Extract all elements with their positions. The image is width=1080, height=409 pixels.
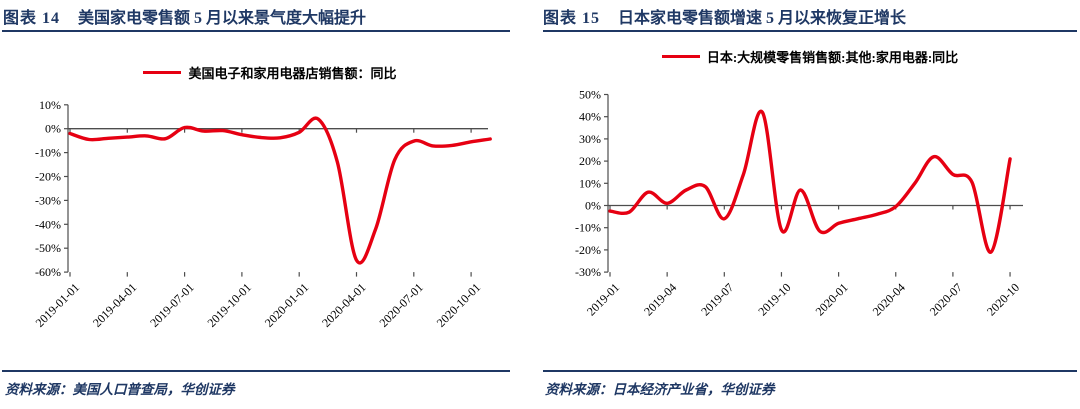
y-tick-label: -10%	[35, 146, 61, 160]
y-tick-label: 30%	[579, 132, 601, 146]
figure-14-source-text: 资料来源：美国人口普查局，华创证券	[5, 382, 235, 397]
y-tick-label: -20%	[35, 170, 61, 184]
figure-14-title: 美国家电零售额 5 月以来景气度大幅提升	[78, 10, 367, 27]
red-line-swatch-icon	[143, 71, 182, 74]
figure-15-title-rule	[543, 30, 1077, 32]
x-tick-label: 2020-04-01	[319, 280, 368, 329]
x-tick-label: 2020-07-01	[376, 280, 425, 329]
y-tick-label: -30%	[575, 265, 601, 279]
figure-14-title-rule	[2, 30, 510, 32]
figure-15-legend: 日本:大规模零售销售额:其他:家用电器:同比	[540, 47, 1080, 66]
figure-15-label: 图表 15	[543, 10, 601, 27]
y-tick-label: -10%	[575, 221, 601, 235]
x-tick-label: 2020-01	[813, 280, 851, 318]
x-tick-label: 2019-01-01	[33, 280, 82, 329]
series-line	[68, 116, 492, 265]
x-tick-label: 2019-07-01	[147, 280, 196, 329]
y-tick-label: 0%	[585, 199, 601, 213]
y-tick-label: -40%	[35, 217, 61, 231]
x-tick-label: 2019-04-01	[90, 280, 139, 329]
x-tick-label: 2019-10-01	[205, 280, 254, 329]
x-tick-label: 2019-10	[755, 280, 793, 318]
y-tick-label: -20%	[575, 243, 601, 257]
figure-15-source-rule	[543, 370, 1077, 372]
x-tick-label: 2020-10-01	[434, 280, 483, 329]
y-tick-label: 20%	[579, 154, 601, 168]
x-tick-label: 2020-04	[870, 280, 908, 318]
x-tick-label: 2020-01-01	[262, 280, 311, 329]
figure-14-label: 图表 14	[3, 10, 61, 27]
figure-14-header: 图表 14 美国家电零售额 5 月以来景气度大幅提升	[3, 4, 530, 28]
figure-15-source-text: 资料来源：日本经济产业省，华创证券	[545, 382, 775, 397]
y-tick-label: -60%	[35, 265, 61, 279]
y-tick-label: -50%	[35, 241, 61, 255]
figure-15-header: 图表 15 日本家电零售额增速 5 月以来恢复正增长	[543, 4, 1070, 28]
x-tick-label: 2020-07	[927, 280, 965, 318]
y-tick-label: 50%	[579, 88, 601, 102]
us-line-chart-svg: 10%0%-10%-20%-30%-40%-50%-60%2019-01-01 2…	[33, 98, 492, 330]
y-tick-label: 10%	[579, 176, 601, 190]
y-tick-label: 10%	[39, 98, 61, 112]
y-tick-label: 40%	[579, 110, 601, 124]
figure-14-legend: 美国电子和家用电器店销售额：同比	[0, 63, 540, 82]
figure-14-source-rule	[2, 370, 510, 372]
x-tick-label: 2019-07	[698, 280, 736, 318]
x-tick-label: 2019-04	[641, 280, 679, 318]
figure-14-legend-label: 美国电子和家用电器店销售额：同比	[188, 66, 397, 81]
y-tick-label: 0%	[45, 122, 61, 136]
red-line-swatch-icon	[661, 55, 700, 58]
series-line	[608, 109, 1012, 254]
y-tick-label: -30%	[35, 193, 61, 207]
x-tick-label: 2019-01	[584, 280, 622, 318]
japan-line-chart-svg: 50% 40% 30% 20% 10% 0% -10% -20% -30%2019-01 2019…	[575, 88, 1023, 319]
figure-15-legend-label: 日本:大规模零售销售额:其他:家用电器:同比	[706, 50, 959, 65]
figure-14-section: 图表 14 美国家电零售额 5 月以来景气度大幅提升 美国电子和家用电器店销售额：…	[0, 4, 540, 397]
figure-15-section: 图表 15 日本家电零售额增速 5 月以来恢复正增长 日本:大规模零售销售额:其他…	[540, 0, 1080, 409]
x-tick-label: 2020-10	[984, 280, 1022, 318]
figure-15-title: 日本家电零售额增速 5 月以来恢复正增长	[618, 10, 907, 27]
